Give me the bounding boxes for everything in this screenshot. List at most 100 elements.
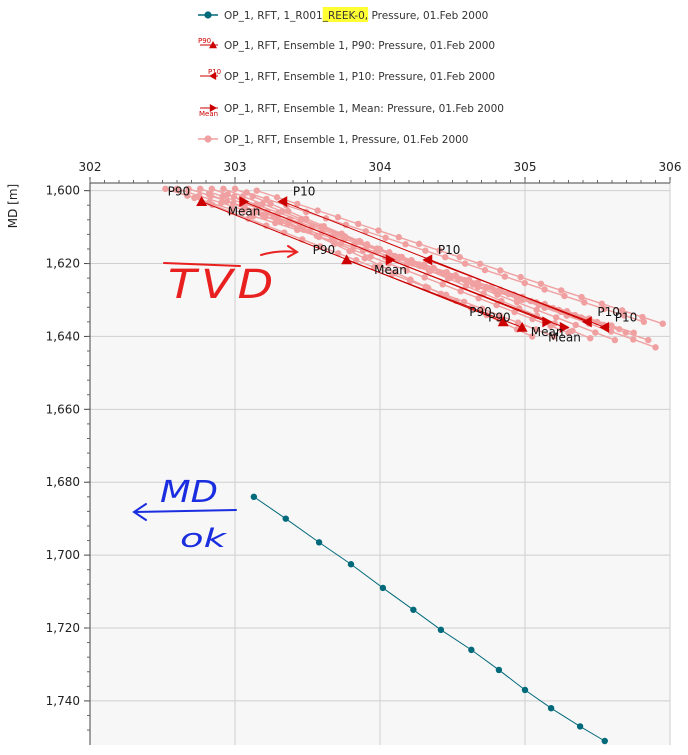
ensemble-point[interactable] [501, 273, 509, 280]
ensemble-realization[interactable] [208, 185, 659, 351]
ensemble-point[interactable] [361, 255, 368, 262]
ensemble-point[interactable] [300, 226, 308, 234]
ensemble-point[interactable] [241, 204, 249, 212]
ensemble-point[interactable] [622, 329, 630, 336]
ensemble-point[interactable] [219, 193, 226, 200]
ensemble-point[interactable] [611, 336, 619, 344]
ensemble-point[interactable] [630, 336, 637, 343]
observed-point[interactable] [521, 686, 529, 694]
ensemble-point[interactable] [267, 200, 274, 207]
ensemble-point[interactable] [231, 185, 239, 193]
ensemble-realization[interactable] [231, 185, 594, 342]
legend-marker[interactable] [209, 41, 217, 49]
ensemble-point[interactable] [173, 185, 181, 193]
ensemble-point[interactable] [197, 185, 204, 193]
ensemble-point[interactable] [294, 200, 301, 208]
observed-point[interactable] [379, 584, 387, 592]
ensemble-point[interactable] [517, 273, 524, 281]
legend-item[interactable]: OP_1, RFT, 1_R001_REEK-0, Pressure, 01.F… [198, 7, 488, 22]
ensemble-point[interactable] [302, 215, 310, 222]
ensemble-point[interactable] [263, 195, 270, 203]
ensemble-point[interactable] [218, 199, 225, 207]
ensemble-point[interactable] [640, 318, 648, 326]
series-layer[interactable] [162, 185, 666, 745]
observed-point[interactable] [315, 539, 323, 546]
ensemble-point[interactable] [285, 219, 292, 226]
ensemble-point[interactable] [220, 185, 227, 193]
ensemble-point[interactable] [250, 212, 257, 220]
ensemble-point[interactable] [461, 260, 469, 267]
ensemble-point[interactable] [422, 247, 429, 254]
ensemble-point[interactable] [442, 291, 450, 299]
ensemble-point[interactable] [645, 336, 652, 344]
ensemble-point[interactable] [406, 277, 414, 285]
ensemble-realization[interactable] [253, 187, 666, 327]
observed-point[interactable] [495, 666, 503, 674]
statistic-line[interactable] [389, 259, 565, 328]
ensemble-point[interactable] [521, 279, 528, 287]
legend-item[interactable]: P90 OP_1, RFT, Ensemble 1, P90: Pressure,… [198, 37, 495, 52]
ensemble-point[interactable] [592, 329, 599, 336]
ensemble-point[interactable] [373, 245, 381, 252]
statistic-marker-p10[interactable] [277, 196, 288, 208]
ensemble-point[interactable] [331, 240, 338, 248]
ensemble-point[interactable] [532, 326, 540, 333]
legend-marker[interactable] [209, 104, 217, 112]
ensemble-point[interactable] [395, 234, 403, 241]
ensemble-point[interactable] [541, 304, 548, 311]
ensemble-point[interactable] [314, 207, 321, 214]
legend-item[interactable]: P10 OP_1, RFT, Ensemble 1, P10: Pressure,… [200, 68, 495, 83]
ensemble-point[interactable] [620, 312, 628, 319]
legend-item[interactable]: OP_1, RFT, Ensemble 1, Pressure, 01.Feb … [198, 134, 468, 146]
ensemble-point[interactable] [475, 294, 482, 302]
ensemble-point[interactable] [659, 320, 666, 327]
ensemble-point[interactable] [481, 266, 489, 274]
legend-item[interactable]: Mean OP_1, RFT, Ensemble 1, Mean: Pressur… [199, 103, 504, 118]
observed-point[interactable] [437, 626, 445, 634]
ensemble-point[interactable] [273, 194, 281, 201]
observed-point[interactable] [468, 646, 475, 654]
ensemble-point[interactable] [581, 299, 588, 306]
statistic-marker-p90[interactable] [516, 321, 528, 332]
ensemble-point[interactable] [223, 198, 231, 205]
ensemble-point[interactable] [342, 221, 350, 229]
ensemble-point[interactable] [598, 300, 606, 307]
ensemble-point[interactable] [552, 314, 560, 321]
ensemble-point[interactable] [346, 247, 353, 255]
ensemble-point[interactable] [162, 185, 169, 193]
statistic-line[interactable] [346, 259, 523, 328]
ensemble-point[interactable] [618, 307, 626, 314]
statistic-marker-p90[interactable] [497, 316, 509, 327]
ensemble-point[interactable] [224, 191, 231, 198]
observed-point[interactable] [347, 561, 355, 568]
ensemble-point[interactable] [388, 270, 396, 278]
statistic-marker-mean[interactable] [559, 321, 570, 333]
ensemble-point[interactable] [403, 267, 410, 274]
ensemble-point[interactable] [547, 322, 554, 330]
ensemble-point[interactable] [457, 288, 464, 295]
ensemble-realization[interactable] [191, 194, 558, 340]
ensemble-point[interactable] [550, 333, 558, 340]
ensemble-point[interactable] [572, 321, 579, 329]
ensemble-point[interactable] [391, 252, 399, 260]
ensemble-point[interactable] [565, 329, 572, 336]
ensemble-point[interactable] [529, 333, 536, 340]
statistic-line[interactable] [427, 259, 605, 328]
ensemble-point[interactable] [334, 214, 342, 221]
ensemble-point[interactable] [652, 344, 659, 351]
ensemble-point[interactable] [253, 187, 260, 194]
ensemble-point[interactable] [427, 267, 434, 275]
ensemble-point[interactable] [541, 286, 548, 293]
ensemble-point[interactable] [519, 296, 526, 304]
ensemble-point[interactable] [205, 191, 213, 198]
ensemble-point[interactable] [533, 306, 540, 314]
ensemble-point[interactable] [382, 234, 389, 241]
ensemble-point[interactable] [587, 335, 594, 342]
legend-marker[interactable] [209, 72, 217, 80]
ensemble-point[interactable] [558, 287, 565, 294]
ensemble-point[interactable] [424, 284, 432, 292]
ensemble-point[interactable] [243, 189, 250, 196]
ensemble-point[interactable] [476, 260, 484, 268]
ensemble-point[interactable] [338, 230, 345, 237]
observed-point[interactable] [410, 606, 417, 613]
